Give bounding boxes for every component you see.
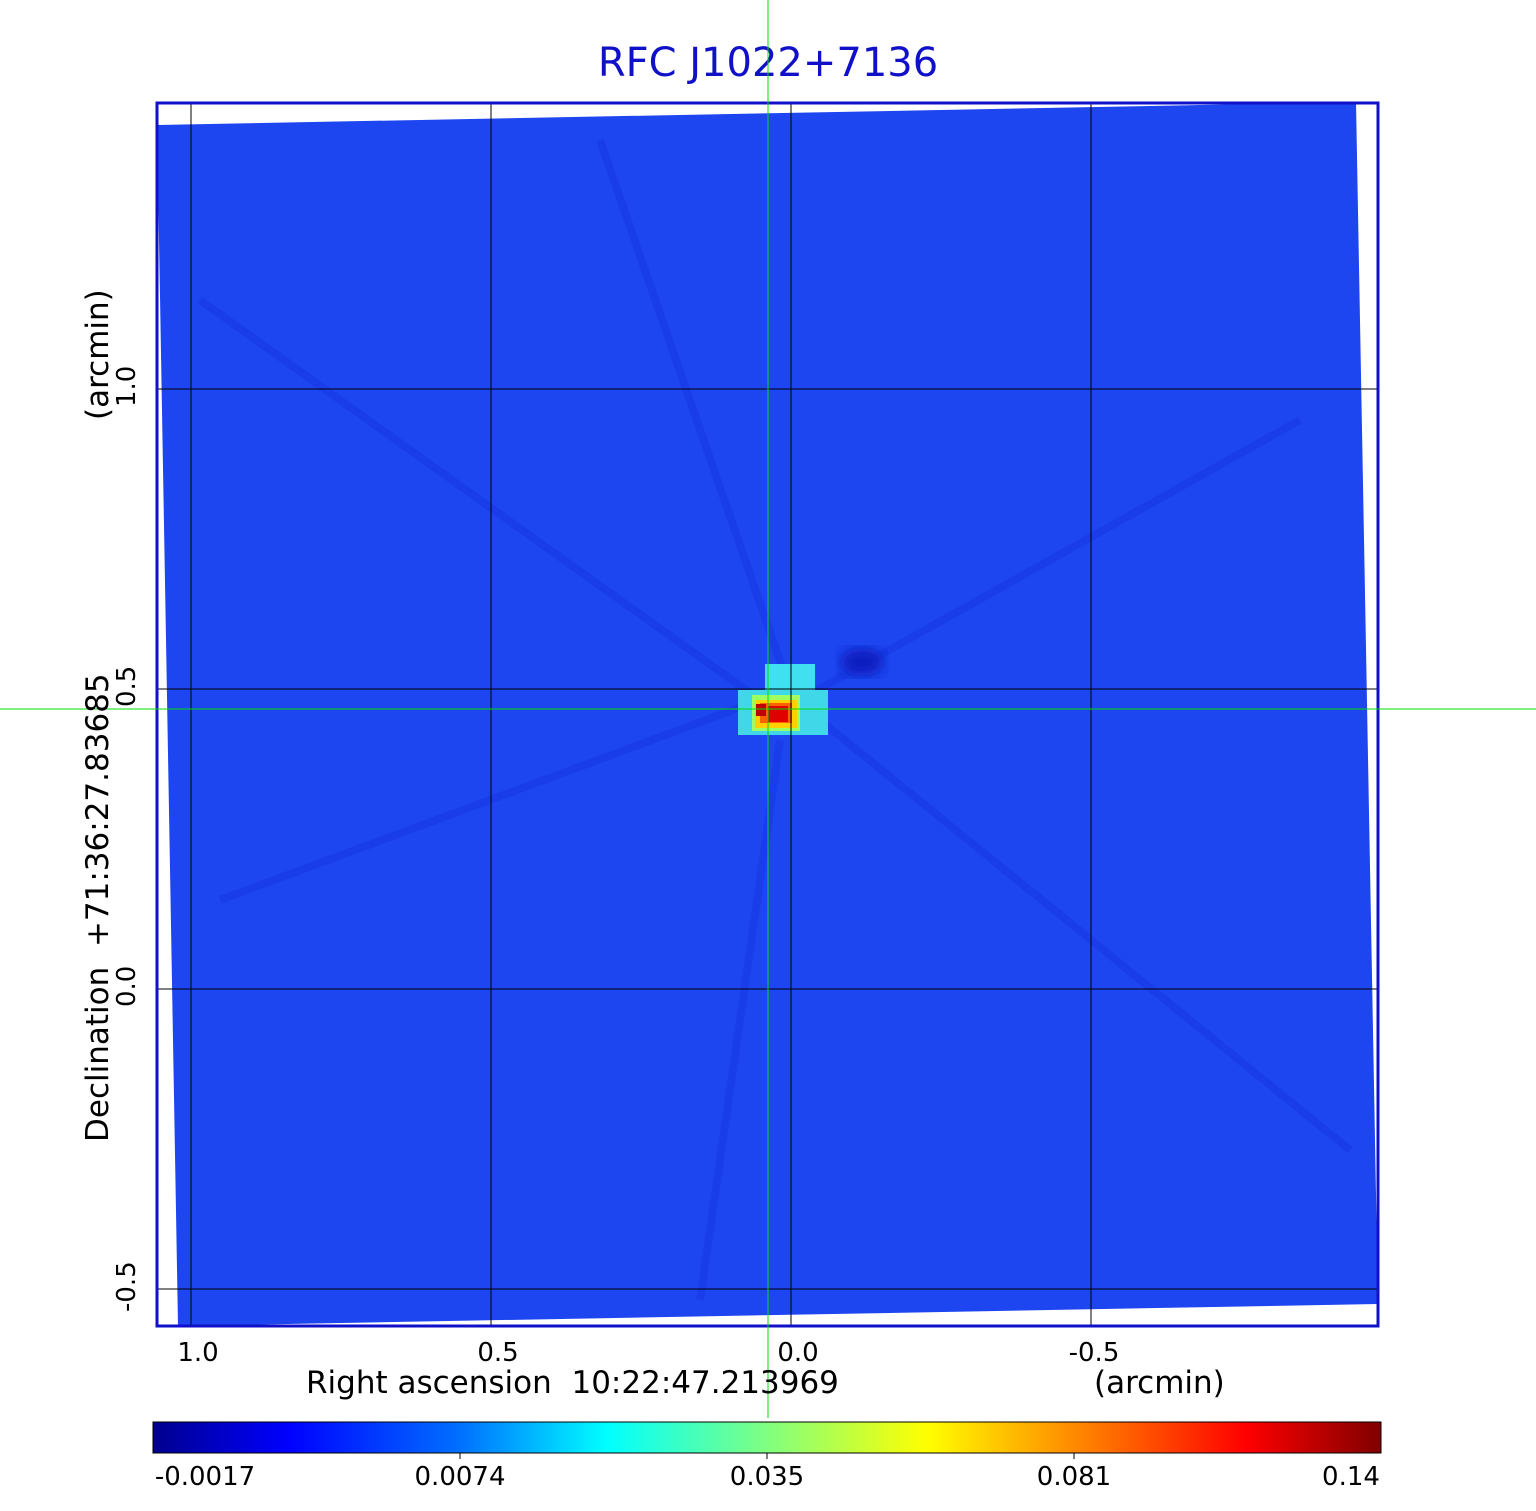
y-tick-label: 1.0 xyxy=(112,365,142,407)
x-tick-label: 0.5 xyxy=(477,1338,519,1368)
y-tick-label: 0.5 xyxy=(112,665,142,707)
map-noise-streaks xyxy=(197,138,1353,1301)
colorbar-tick-label: 0.0074 xyxy=(414,1462,506,1492)
colorbar xyxy=(152,1421,1382,1454)
colorbar-tick-label: 0.081 xyxy=(1036,1462,1112,1492)
crosshair xyxy=(0,0,1536,1418)
colorbar-tick-label: 0.14 xyxy=(1322,1462,1380,1492)
colorbar-tick-label: 0.035 xyxy=(729,1462,805,1492)
y-tick-label: -0.5 xyxy=(112,1261,142,1312)
y-axis-label: Declination +71:36:27.83685 xyxy=(80,673,116,1142)
x-tick-label: 1.0 xyxy=(177,1338,219,1368)
y-axis-unit: (arcmin) xyxy=(80,289,116,420)
negative-feature xyxy=(840,648,884,676)
y-tick-label: 0.0 xyxy=(112,965,142,1007)
colorbar-tick-marks xyxy=(459,1453,1075,1459)
x-axis-unit: (arcmin) xyxy=(1094,1365,1225,1401)
colorbar-tick-label: -0.0017 xyxy=(154,1462,256,1492)
coordinate-grid xyxy=(157,103,1378,1326)
x-tick-label: 0.0 xyxy=(777,1338,819,1368)
radio-source xyxy=(738,664,828,735)
x-axis-label: Right ascension 10:22:47.213969 xyxy=(306,1365,839,1401)
x-tick-label: -0.5 xyxy=(1068,1338,1120,1368)
